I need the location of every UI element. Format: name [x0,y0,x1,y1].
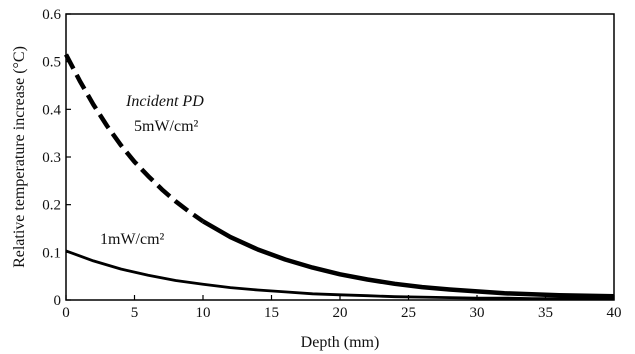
x-tick-label: 35 [538,305,553,321]
y-tick-label: 0.3 [42,150,61,166]
y-tick-label: 0 [54,293,62,309]
y-tick-label: 0.6 [42,7,61,23]
x-tick-label: 15 [264,305,279,321]
x-tick-label: 30 [470,305,485,321]
x-axis-title: Depth (mm) [301,334,380,351]
y-tick-label: 0.4 [42,102,61,118]
y-tick-label: 0.2 [42,198,61,214]
series-layer [64,53,615,300]
series-line-5mw-dashed [64,53,205,224]
series-line-1mw [65,249,614,300]
x-tick-label: 40 [607,305,622,321]
annotation-1mw: 1mW/cm² [100,231,165,248]
x-tick-label: 20 [333,305,348,321]
plot-frame [65,13,615,301]
annotation-5mw: 5mW/cm² [134,118,199,135]
y-tick-label: 0.1 [42,245,61,261]
series-line-5mw-solid [201,219,615,299]
x-tick-label: 25 [401,305,416,321]
x-axis-ticks: 0 5 10 15 20 25 30 35 40 [62,295,622,321]
x-tick-label: 10 [196,305,211,321]
y-tick-label: 0.5 [42,55,61,71]
x-tick-label: 5 [131,305,139,321]
annotation-incident-pd: Incident PD [125,93,204,110]
y-axis-title: Relative temperature increase (°C) [11,46,28,268]
x-tick-label: 0 [62,305,70,321]
